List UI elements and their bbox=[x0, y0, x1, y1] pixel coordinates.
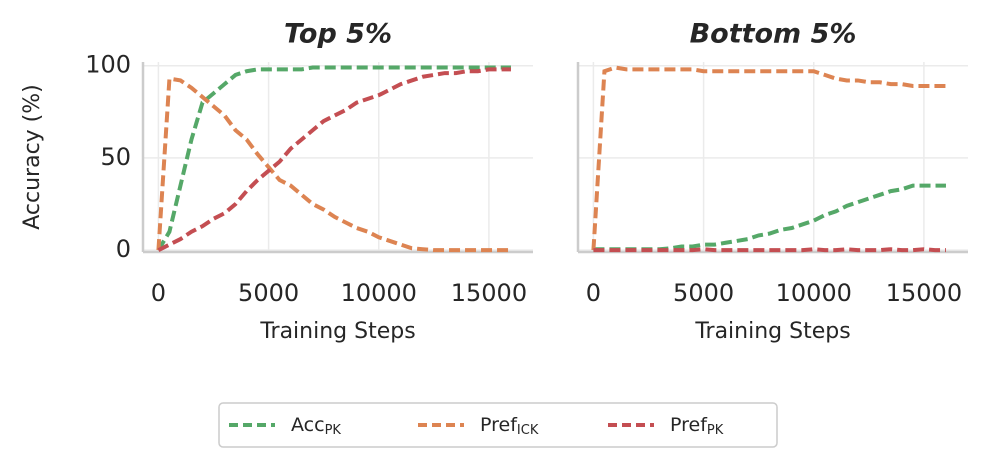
legend-label: PrefPK bbox=[670, 414, 724, 438]
series-line bbox=[593, 247, 946, 253]
x-tick-label: 0 bbox=[586, 279, 601, 307]
legend-name: Pref bbox=[480, 414, 518, 436]
y-axis-label: Accuracy (%) bbox=[20, 84, 45, 230]
series-line bbox=[156, 76, 511, 253]
legend-subscript: PK bbox=[325, 423, 342, 438]
series-line bbox=[157, 67, 511, 252]
legend-label: AccPK bbox=[291, 414, 341, 438]
x-tick-label: 15000 bbox=[451, 279, 527, 307]
series-line bbox=[593, 183, 946, 252]
legend-name: Acc bbox=[291, 414, 325, 436]
series-line bbox=[156, 65, 511, 252]
x-tick-label: 10000 bbox=[776, 279, 852, 307]
x-tick-label: 10000 bbox=[341, 279, 417, 307]
x-axis-label: Training Steps bbox=[259, 319, 415, 344]
legend-subscript: PK bbox=[707, 423, 724, 438]
legend-name: Pref bbox=[670, 414, 708, 436]
chart-title: Top 5% bbox=[284, 19, 392, 50]
x-tick-label: 5000 bbox=[673, 279, 734, 307]
y-tick-label: 100 bbox=[85, 51, 131, 79]
series-line bbox=[591, 65, 946, 251]
chart-title: Bottom 5% bbox=[690, 19, 857, 50]
x-axis-label: Training Steps bbox=[694, 319, 850, 344]
x-tick-label: 0 bbox=[151, 279, 166, 307]
legend-box bbox=[218, 402, 778, 448]
legend-subscript: ICK bbox=[517, 423, 539, 438]
x-tick-label: 15000 bbox=[886, 279, 962, 307]
y-tick-label: 0 bbox=[116, 235, 131, 263]
legend-label: PrefICK bbox=[480, 414, 539, 438]
y-tick-label: 50 bbox=[100, 143, 131, 171]
x-tick-label: 5000 bbox=[238, 279, 299, 307]
